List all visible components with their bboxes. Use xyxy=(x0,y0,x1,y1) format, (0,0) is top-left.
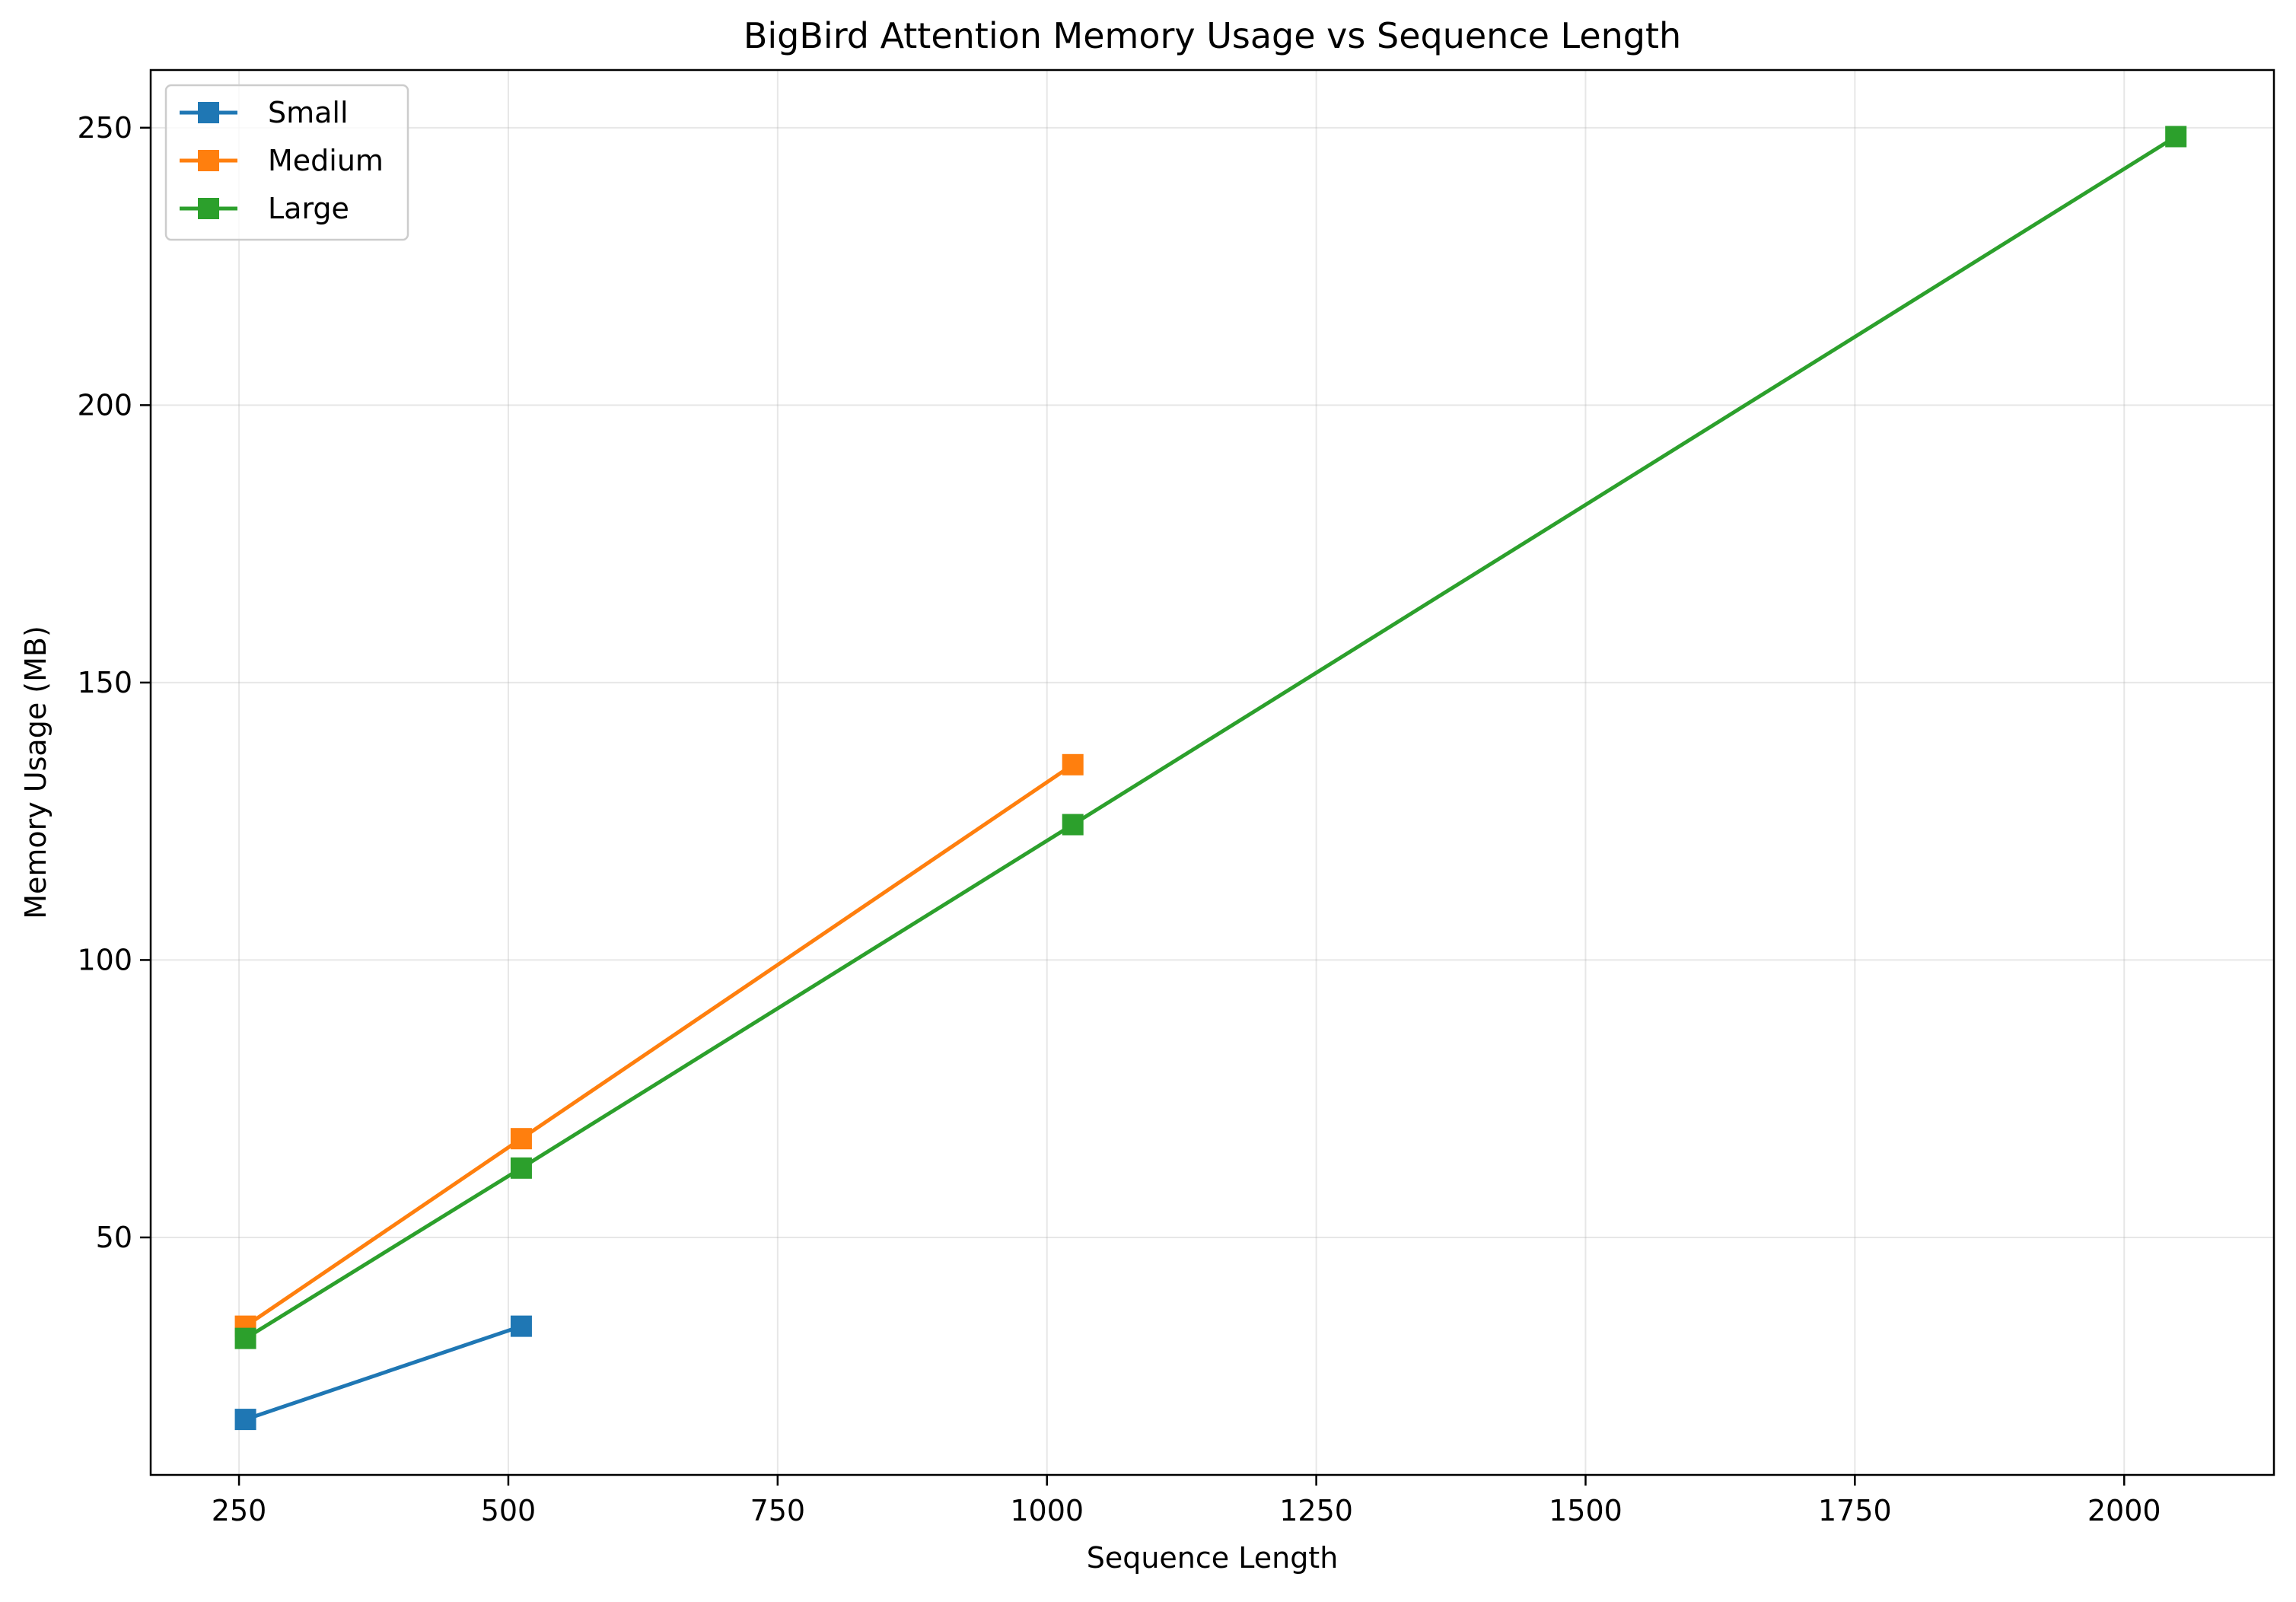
x-axis-title: Sequence Length xyxy=(1087,1541,1339,1575)
y-tick-label: 50 xyxy=(96,1221,132,1254)
legend-box xyxy=(164,84,409,241)
data-point-small xyxy=(510,1315,532,1337)
x-tick-label: 1000 xyxy=(1010,1494,1084,1527)
legend-marker xyxy=(198,150,219,171)
y-axis-title: Memory Usage (MB) xyxy=(19,626,53,919)
x-tick-label: 1250 xyxy=(1279,1494,1353,1527)
series-medium xyxy=(234,753,1084,1337)
series-large xyxy=(234,126,2187,1349)
chart-title: BigBird Attention Memory Usage vs Sequen… xyxy=(744,15,1681,56)
data-point-medium xyxy=(510,1128,532,1150)
plot-frame xyxy=(149,68,2275,1476)
data-point-medium xyxy=(1062,753,1084,776)
x-tick-label: 750 xyxy=(750,1494,806,1527)
y-tick-label: 200 xyxy=(77,388,132,422)
x-tick-label: 1750 xyxy=(1818,1494,1892,1527)
legend-label: Large xyxy=(268,192,349,225)
y-tick-label: 150 xyxy=(77,666,132,699)
data-point-large xyxy=(2165,126,2187,148)
legend-item-medium: Medium xyxy=(180,144,384,177)
data-point-large xyxy=(510,1157,532,1179)
data-point-large xyxy=(1062,814,1084,836)
x-tick-label: 250 xyxy=(212,1494,267,1527)
x-tick-label: 1500 xyxy=(1549,1494,1622,1527)
series-small xyxy=(234,1315,532,1431)
data-point-small xyxy=(234,1409,256,1431)
x-tick-label: 2000 xyxy=(2087,1494,2161,1527)
series-layer xyxy=(234,126,2187,1431)
x-tick-label: 500 xyxy=(481,1494,537,1527)
legend-item-small: Small xyxy=(180,96,349,129)
legend-marker xyxy=(198,198,219,219)
axis-ticks: 250 500 750 1000 1250 1500 1750 2000 50 100 150 200… xyxy=(77,111,2161,1527)
series-line-small xyxy=(244,1324,524,1422)
legend-label: Small xyxy=(268,96,349,129)
legend-label: Medium xyxy=(268,144,384,177)
legend: Small Medium Large xyxy=(164,84,409,241)
series-line-large xyxy=(244,134,2178,1341)
legend-item-large: Large xyxy=(180,192,349,225)
y-tick-label: 250 xyxy=(77,111,132,145)
grid-lines xyxy=(151,70,2274,1475)
data-point-large xyxy=(234,1327,256,1349)
legend-marker xyxy=(198,102,219,123)
y-tick-label: 100 xyxy=(77,943,132,976)
